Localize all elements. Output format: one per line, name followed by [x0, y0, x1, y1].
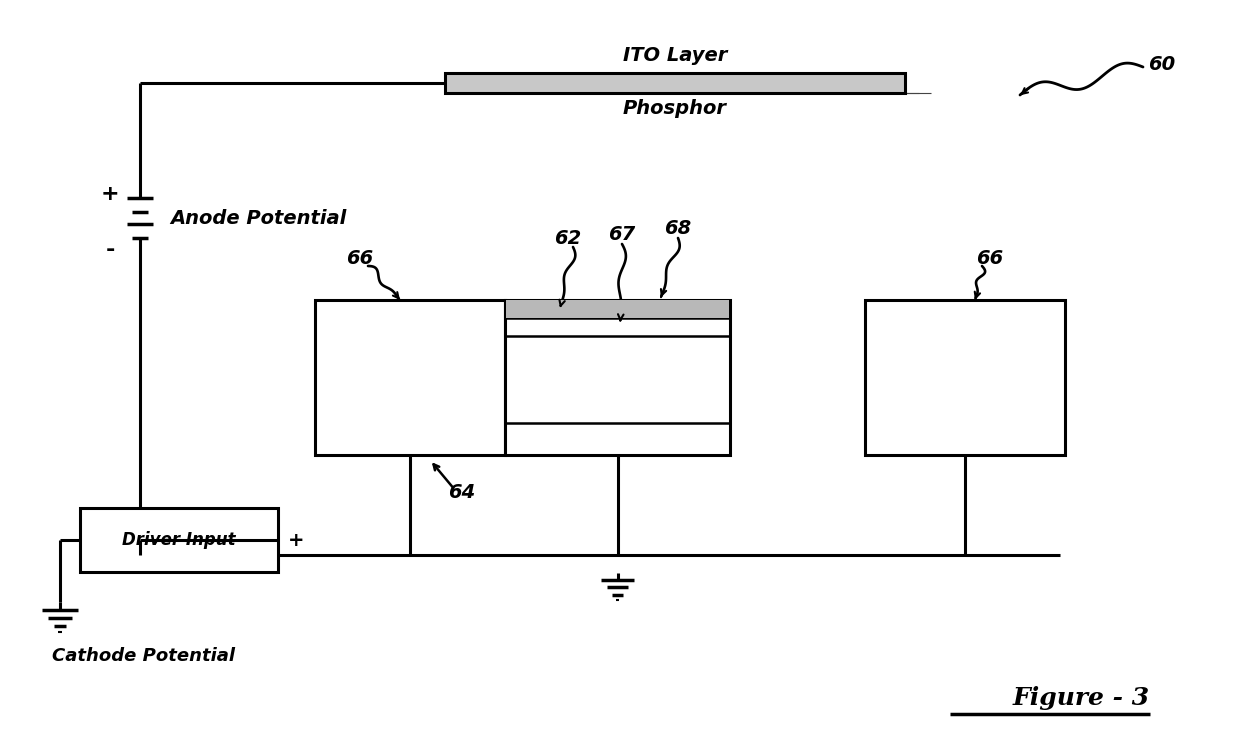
Bar [506, 300, 730, 455]
Text: Cathode Potential: Cathode Potential [52, 647, 235, 665]
Text: -: - [59, 530, 68, 550]
Text: 66: 66 [976, 249, 1004, 267]
Text: Figure - 3: Figure - 3 [1012, 686, 1150, 710]
Text: ITO Layer: ITO Layer [623, 46, 727, 65]
Bar [445, 73, 904, 93]
Text: 66: 66 [347, 249, 374, 267]
Bar [865, 300, 1066, 455]
Text: Phosphor: Phosphor [623, 99, 727, 118]
Text: +: + [100, 184, 119, 204]
Text: 68: 68 [664, 220, 691, 238]
Text: 60: 60 [1149, 55, 1176, 74]
Text: 67: 67 [608, 226, 636, 244]
Text: Driver Input: Driver Input [123, 531, 235, 549]
Bar [81, 508, 278, 572]
Text: +: + [287, 530, 305, 550]
Text: -: - [105, 240, 115, 260]
Text: Anode Potential: Anode Potential [170, 209, 346, 227]
Text: 64: 64 [449, 483, 476, 501]
Bar [315, 300, 506, 455]
Bar [506, 300, 729, 318]
Text: 62: 62 [554, 229, 581, 247]
